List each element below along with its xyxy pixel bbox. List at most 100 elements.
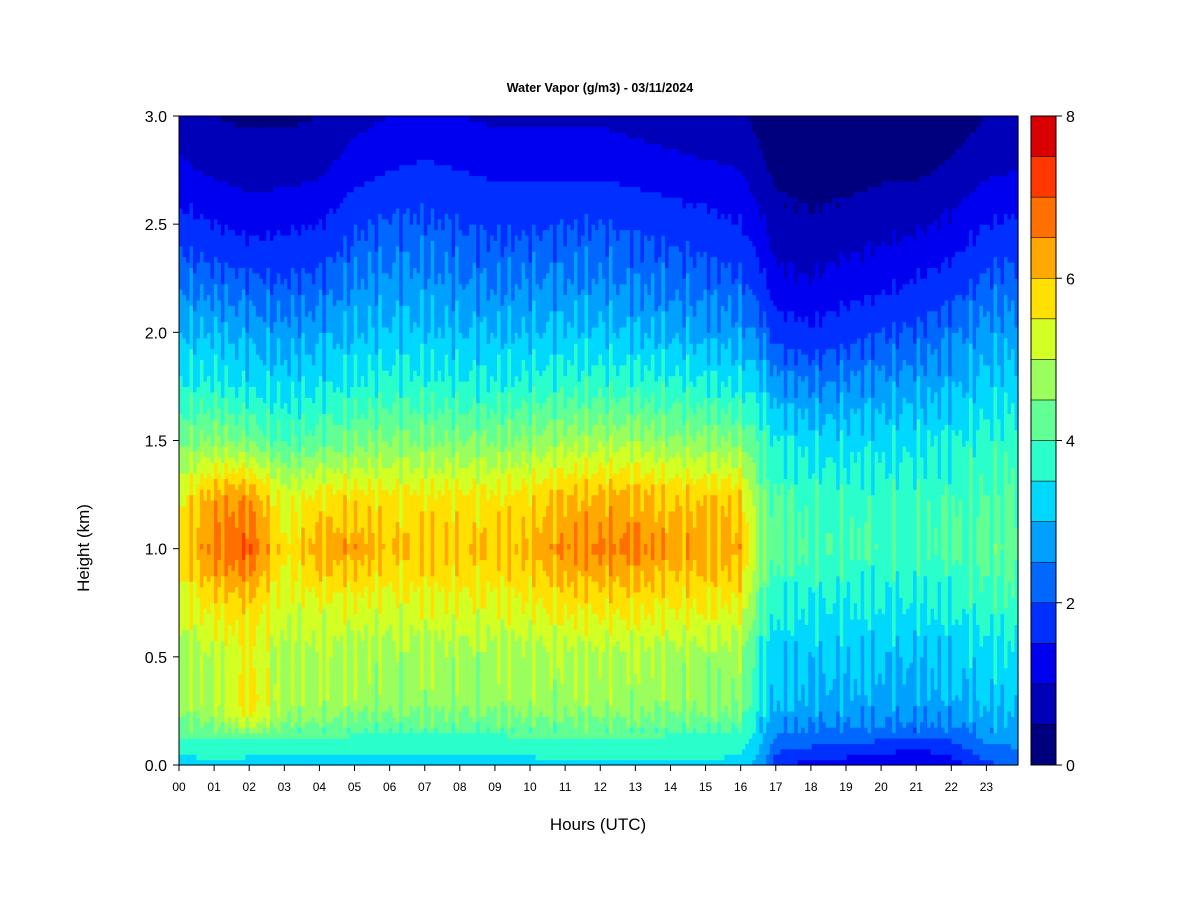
- heatmap-cell: [315, 153, 320, 160]
- heatmap-cell: [259, 673, 264, 680]
- heatmap-cell: [182, 272, 187, 279]
- heatmap-cell: [259, 700, 264, 707]
- heatmap-cell: [304, 310, 309, 317]
- heatmap-cell: [301, 234, 306, 241]
- heatmap-cell: [196, 305, 201, 312]
- heatmap-cell: [308, 721, 313, 728]
- heatmap-cell: [203, 472, 208, 479]
- heatmap-cell: [301, 229, 306, 236]
- heatmap-cell: [297, 527, 302, 534]
- heatmap-cell: [217, 343, 222, 350]
- heatmap-cell: [273, 581, 278, 588]
- heatmap-cell: [245, 462, 250, 469]
- heatmap-cell: [189, 440, 194, 447]
- heatmap-cell: [231, 424, 236, 431]
- heatmap-cell: [213, 700, 219, 707]
- heatmap-cell: [297, 613, 302, 620]
- heatmap-cell: [294, 521, 299, 528]
- heatmap-cell: [224, 673, 229, 680]
- heatmap-cell: [283, 440, 288, 447]
- heatmap-cell: [192, 316, 198, 323]
- heatmap-cell: [227, 532, 233, 539]
- heatmap-cell: [182, 191, 187, 198]
- heatmap-cell: [179, 732, 184, 739]
- heatmap-cell: [255, 559, 261, 566]
- heatmap-cell: [255, 305, 261, 312]
- heatmap-cell: [290, 673, 295, 680]
- heatmap-cell: [217, 662, 222, 669]
- heatmap-cell: [245, 180, 250, 187]
- heatmap-cell: [280, 737, 285, 744]
- heatmap-cell: [231, 116, 236, 123]
- heatmap-cell: [234, 375, 240, 382]
- heatmap-cell: [315, 721, 320, 728]
- heatmap-cell: [318, 548, 323, 555]
- heatmap-cell: [269, 710, 274, 717]
- heatmap-cell: [192, 381, 198, 388]
- heatmap-cell: [245, 164, 250, 171]
- heatmap-cell: [273, 662, 278, 669]
- heatmap-cell: [192, 402, 198, 409]
- heatmap-cell: [189, 229, 194, 236]
- heatmap-cell: [273, 678, 278, 685]
- heatmap-cell: [182, 386, 187, 393]
- heatmap-cell: [276, 197, 281, 204]
- heatmap-cell: [318, 646, 323, 653]
- heatmap-cell: [318, 559, 323, 566]
- heatmap-cell: [259, 521, 264, 528]
- heatmap-cell: [255, 662, 261, 669]
- heatmap-cell: [210, 689, 215, 696]
- heatmap-cell: [255, 137, 261, 144]
- heatmap-cell: [273, 548, 278, 555]
- heatmap-cell: [203, 678, 208, 685]
- heatmap-cell: [304, 429, 309, 436]
- heatmap-cell: [318, 391, 323, 398]
- heatmap-cell: [213, 716, 219, 723]
- heatmap-cell: [234, 716, 240, 723]
- heatmap-cell: [203, 494, 208, 501]
- heatmap-cell: [213, 613, 219, 620]
- heatmap-cell: [308, 337, 313, 344]
- heatmap-cell: [203, 224, 208, 231]
- heatmap-cell: [217, 683, 222, 690]
- heatmap-cell: [262, 532, 267, 539]
- heatmap-cell: [248, 456, 254, 463]
- heatmap-cell: [206, 613, 212, 620]
- heatmap-cell: [206, 267, 212, 274]
- heatmap-cell: [189, 370, 194, 377]
- heatmap-cell: [301, 121, 306, 128]
- heatmap-cell: [276, 435, 281, 442]
- heatmap-cell: [182, 494, 187, 501]
- heatmap-cell: [213, 689, 219, 696]
- heatmap-cell: [255, 554, 261, 561]
- heatmap-cell: [294, 299, 299, 306]
- heatmap-cell: [311, 299, 316, 306]
- heatmap-cell: [199, 283, 205, 290]
- heatmap-cell: [297, 705, 302, 712]
- heatmap-cell: [280, 586, 285, 593]
- heatmap-cell: [262, 737, 267, 744]
- heatmap-cell: [241, 116, 247, 123]
- heatmap-cell: [234, 348, 240, 355]
- heatmap-cell: [241, 353, 247, 360]
- heatmap-cell: [269, 548, 274, 555]
- heatmap-cell: [227, 440, 233, 447]
- heatmap-cell: [213, 305, 219, 312]
- heatmap-cell: [304, 229, 309, 236]
- heatmap-cell: [199, 478, 205, 485]
- heatmap-cell: [210, 591, 215, 598]
- heatmap-cell: [231, 256, 236, 263]
- heatmap-cell: [259, 667, 264, 674]
- heatmap-cell: [294, 505, 299, 512]
- heatmap-cell: [266, 121, 271, 128]
- heatmap-cell: [280, 175, 285, 182]
- heatmap-cell: [185, 467, 191, 474]
- heatmap-cell: [238, 213, 243, 220]
- heatmap-cell: [192, 667, 198, 674]
- heatmap-cell: [280, 445, 285, 452]
- heatmap-cell: [238, 289, 243, 296]
- heatmap-cell: [238, 310, 243, 317]
- heatmap-cell: [203, 591, 208, 598]
- heatmap-cell: [269, 451, 274, 458]
- heatmap-cell: [311, 591, 316, 598]
